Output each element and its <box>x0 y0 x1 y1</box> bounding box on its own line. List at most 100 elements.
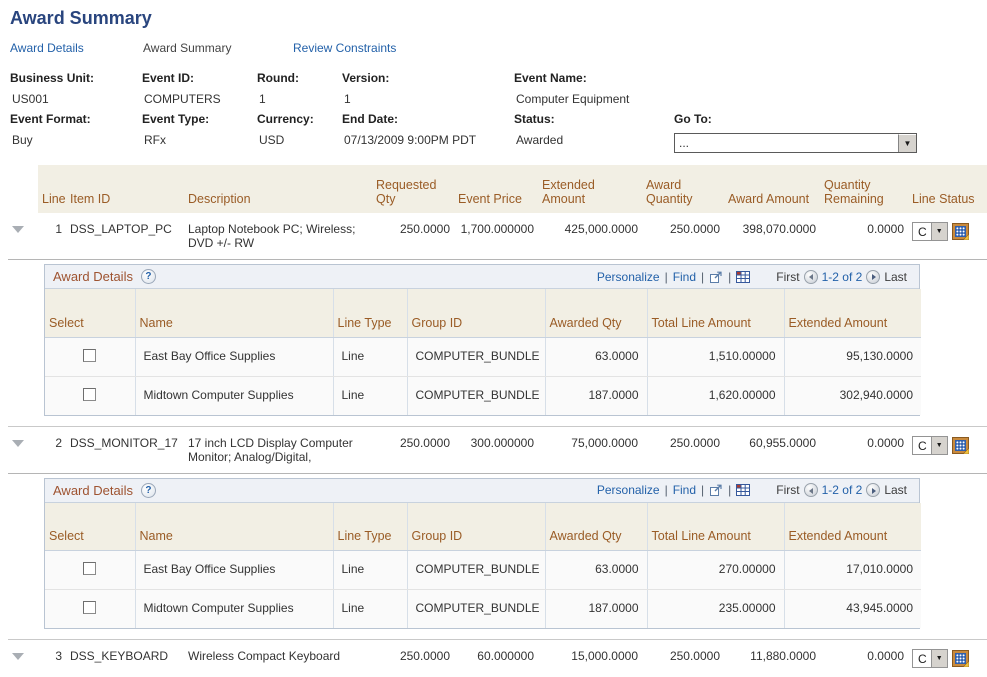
line-status-select[interactable]: C ▼ <box>912 222 948 241</box>
previous-page-icon[interactable] <box>804 483 818 497</box>
line-number: 2 <box>38 426 66 473</box>
award-details-table: Select Name Line Type Group ID Awarded Q… <box>45 503 921 629</box>
group-id: COMPUTER_BUNDLE <box>407 337 545 376</box>
calculator-icon[interactable] <box>952 650 969 667</box>
quantity-remaining: 0.0000 <box>820 426 908 473</box>
extended-amount: 15,000.0000 <box>538 640 642 677</box>
next-page-icon[interactable] <box>866 270 880 284</box>
award-amount: 398,070.0000 <box>724 213 820 260</box>
personalize-link[interactable]: Personalize <box>597 483 660 497</box>
description: Laptop Notebook PC; Wireless; DVD +/- RW <box>184 213 372 260</box>
award-summary-grid: Line Item ID Description Requested Qty E… <box>8 165 987 677</box>
group-id: COMPUTER_BUNDLE <box>407 376 545 415</box>
pager-last-label[interactable]: Last <box>884 270 907 284</box>
col-extended-amount: Extended Amount <box>784 503 921 551</box>
collapse-line-2-icon[interactable] <box>12 440 24 447</box>
field-currency: Currency: USD <box>257 112 342 153</box>
view-all-popup-icon[interactable] <box>709 483 723 497</box>
col-requested-qty: Requested Qty <box>372 165 454 213</box>
award-quantity: 250.0000 <box>642 640 724 677</box>
chevron-down-icon[interactable]: ▼ <box>931 650 947 667</box>
col-description: Description <box>184 165 372 213</box>
detail-data-row: East Bay Office Supplies Line COMPUTER_B… <box>45 551 921 590</box>
pager-last-label[interactable]: Last <box>884 483 907 497</box>
pager-range: 1-2 of 2 <box>822 483 863 497</box>
col-line-type: Line Type <box>333 289 407 337</box>
expand-column-header <box>8 165 38 213</box>
item-id: DSS_KEYBOARD <box>66 640 184 677</box>
col-group-id: Group ID <box>407 503 545 551</box>
view-all-popup-icon[interactable] <box>709 270 723 284</box>
calculator-icon[interactable] <box>952 437 969 454</box>
field-event-name: Event Name: Computer Equipment <box>514 71 981 106</box>
col-total-line-amount: Total Line Amount <box>647 289 784 337</box>
quantity-remaining: 0.0000 <box>820 213 908 260</box>
chevron-down-icon[interactable]: ▼ <box>931 437 947 454</box>
detail-data-row: Midtown Computer Supplies Line COMPUTER_… <box>45 590 921 629</box>
award-details-grid-2: Award Details ? Personalize | Find | | <box>44 478 920 630</box>
col-group-id: Group ID <box>407 289 545 337</box>
detail-row-2: Award Details ? Personalize | Find | | <box>8 473 987 640</box>
awarded-qty: 187.0000 <box>545 376 647 415</box>
line-number: 1 <box>38 213 66 260</box>
awarded-qty: 187.0000 <box>545 590 647 629</box>
detail-data-row: Midtown Computer Supplies Line COMPUTER_… <box>45 376 921 415</box>
collapse-line-1-icon[interactable] <box>12 226 24 233</box>
group-id: COMPUTER_BUNDLE <box>407 590 545 629</box>
select-checkbox[interactable] <box>83 349 96 362</box>
pager-first-label[interactable]: First <box>776 483 799 497</box>
event-price: 1,700.000000 <box>454 213 538 260</box>
extended-amount: 95,130.0000 <box>784 337 921 376</box>
collapse-line-3-icon[interactable] <box>12 653 24 660</box>
select-checkbox[interactable] <box>83 562 96 575</box>
nav-review-constraints[interactable]: Review Constraints <box>293 41 396 55</box>
help-icon[interactable]: ? <box>141 483 156 498</box>
personalize-link[interactable]: Personalize <box>597 270 660 284</box>
requested-qty: 250.0000 <box>372 640 454 677</box>
bidder-name: East Bay Office Supplies <box>135 337 333 376</box>
award-amount: 11,880.0000 <box>724 640 820 677</box>
pagination: First 1-2 of 2 Last <box>776 483 907 497</box>
col-event-price: Event Price <box>454 165 538 213</box>
download-grid-icon[interactable] <box>736 483 750 497</box>
select-checkbox[interactable] <box>83 388 96 401</box>
field-version: Version: 1 <box>342 71 514 106</box>
help-icon[interactable]: ? <box>141 269 156 284</box>
nav-award-details[interactable]: Award Details <box>10 41 143 55</box>
awarded-qty: 63.0000 <box>545 337 647 376</box>
bidder-name: East Bay Office Supplies <box>135 551 333 590</box>
col-award-quantity: Award Quantity <box>642 165 724 213</box>
award-details-header-bar: Award Details ? Personalize | Find | | <box>45 479 919 503</box>
pager-first-label[interactable]: First <box>776 270 799 284</box>
grid-header-row: Line Item ID Description Requested Qty E… <box>8 165 987 213</box>
total-line-amount: 1,620.00000 <box>647 376 784 415</box>
go-to-dropdown[interactable]: ... ▼ <box>674 133 917 153</box>
detail-header-row: Select Name Line Type Group ID Awarded Q… <box>45 503 921 551</box>
col-total-line-amount: Total Line Amount <box>647 503 784 551</box>
col-extended-amount: Extended Amount <box>784 289 921 337</box>
line-row-2: 2 DSS_MONITOR_17 17 inch LCD Display Com… <box>8 426 987 473</box>
find-link[interactable]: Find <box>673 483 696 497</box>
line-status-select[interactable]: C ▼ <box>912 436 948 455</box>
previous-page-icon[interactable] <box>804 270 818 284</box>
field-round: Round: 1 <box>257 71 342 106</box>
col-extended-amount: Extended Amount <box>538 165 642 213</box>
event-price: 300.000000 <box>454 426 538 473</box>
line-status-select[interactable]: C ▼ <box>912 649 948 668</box>
col-line: Line <box>38 165 66 213</box>
find-link[interactable]: Find <box>673 270 696 284</box>
select-checkbox[interactable] <box>83 601 96 614</box>
award-details-grid-1: Award Details ? Personalize | Find | | <box>44 264 920 416</box>
chevron-down-icon[interactable]: ▼ <box>898 134 916 152</box>
group-id: COMPUTER_BUNDLE <box>407 551 545 590</box>
detail-header-row: Select Name Line Type Group ID Awarded Q… <box>45 289 921 337</box>
chevron-down-icon[interactable]: ▼ <box>931 223 947 240</box>
next-page-icon[interactable] <box>866 483 880 497</box>
calculator-icon[interactable] <box>952 223 969 240</box>
go-to-selected-value: ... <box>675 134 898 152</box>
line-type: Line <box>333 551 407 590</box>
bidder-name: Midtown Computer Supplies <box>135 376 333 415</box>
detail-data-row: East Bay Office Supplies Line COMPUTER_B… <box>45 337 921 376</box>
extended-amount: 302,940.0000 <box>784 376 921 415</box>
download-grid-icon[interactable] <box>736 270 750 284</box>
